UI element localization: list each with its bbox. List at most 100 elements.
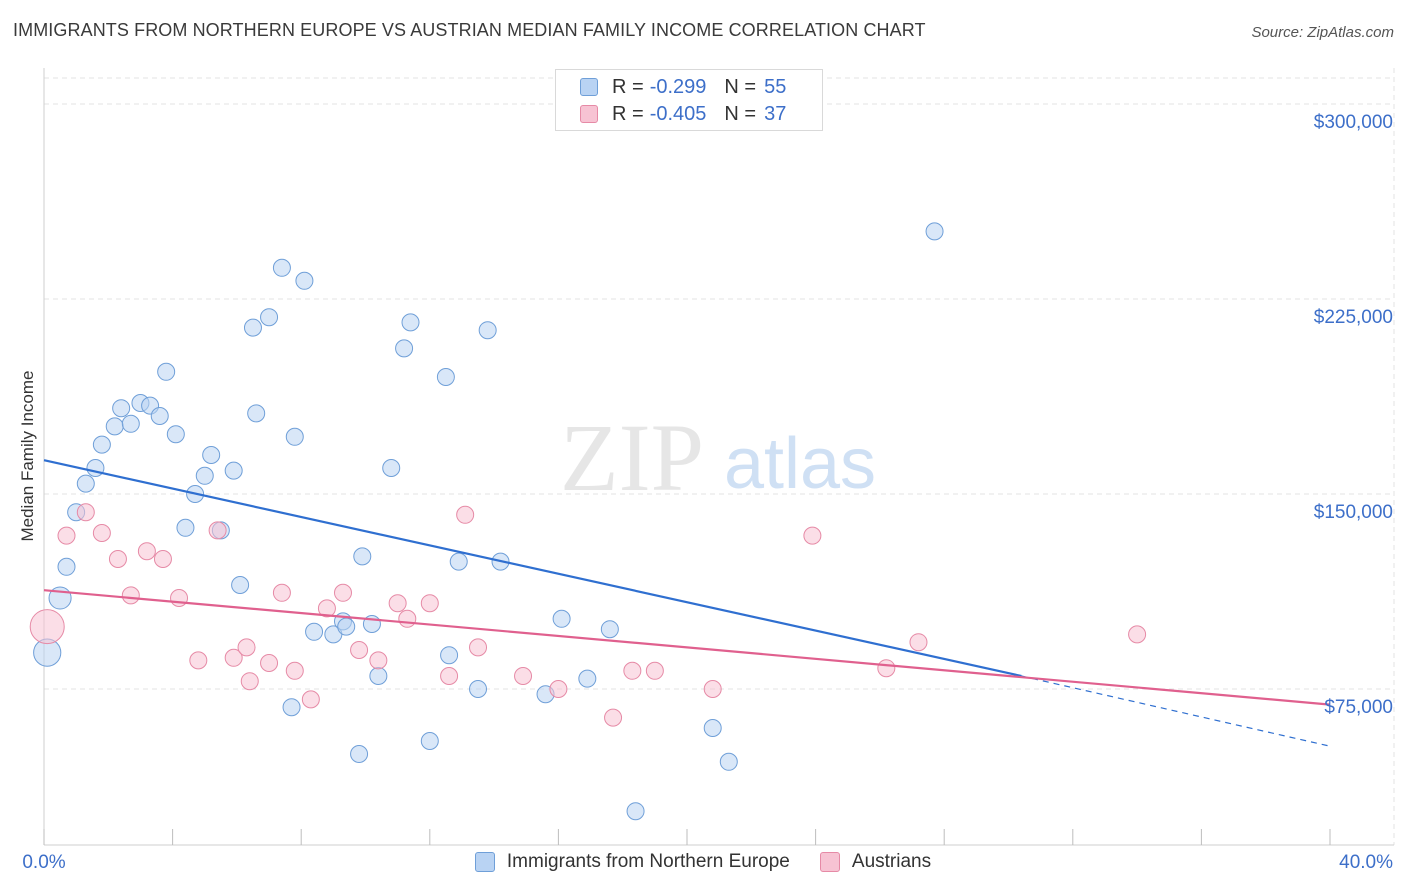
legend-n-value: 55 [764,75,787,98]
data-point-immigrants [440,646,459,665]
legend-swatch-pink [580,105,598,123]
chart-title: IMMIGRANTS FROM NORTHERN EUROPE VS AUSTR… [13,20,926,40]
data-point-immigrants [350,745,369,763]
data-point-immigrants [166,425,185,444]
legend-r-label: R = [612,75,644,98]
y-tick-label: $150,000 [1314,502,1393,523]
data-point-austrians [317,599,336,618]
data-point-immigrants [231,576,250,594]
data-point-immigrants [282,698,301,717]
y-tick-label: $75,000 [1324,697,1393,718]
data-point-immigrants [449,552,468,571]
legend-row-austrians: R = -0.405 N = 37 [580,102,786,126]
data-point-immigrants [925,222,944,241]
legend-swatch-blue [474,852,495,872]
data-point-austrians [623,661,642,680]
legend-n-label: N = [724,102,757,125]
data-point-austrians [224,648,243,667]
legend-n-value: 37 [764,102,787,125]
data-point-immigrants [305,622,324,641]
data-points [29,222,1147,821]
data-point-immigrants [436,368,455,386]
x-tick-label: 40.0% [1339,852,1393,873]
data-point-austrians [388,594,407,613]
x-tick-label: 0.0% [22,852,65,873]
data-point-immigrants [224,461,243,480]
data-point-austrians [1128,625,1147,644]
data-point-immigrants [295,271,314,290]
data-point-immigrants [76,474,95,493]
data-point-austrians [440,667,459,685]
legend-r-value: -0.299 [649,75,707,98]
y-axis-label: Median Family Income [18,370,37,542]
source-credit: Source: ZipAtlas.com [1251,24,1394,41]
tick-labels: $75,000 $150,000 $225,000 $300,000 0.0% 40.0% [22,112,1393,873]
legend-item-immigrants: Immigrants from Northern Europe [474,851,790,873]
data-point-immigrants [369,667,388,685]
data-point-immigrants [243,318,262,337]
trend-line-austrians [43,589,1331,706]
data-point-immigrants [92,435,111,454]
legend-label-austrians: Austrians [851,851,932,872]
trend-line-immigrants [43,459,1022,678]
trend-lines [43,459,1331,747]
data-point-austrians [170,589,189,607]
data-point-immigrants [703,719,722,737]
data-point-immigrants [469,680,488,698]
data-point-immigrants [626,802,645,821]
data-point-immigrants [176,518,195,537]
legend-n-label: N = [724,75,757,98]
legend-row-immigrants: R = -0.299 N = 55 [580,75,786,99]
data-point-austrians [549,680,568,698]
series-legend: Immigrants from Northern Europe Austrian… [0,851,1406,873]
watermark-atlas: atlas [724,424,876,504]
data-point-austrians [285,661,304,680]
data-point-austrians [153,550,172,568]
axes [43,68,1394,846]
stats-legend: R = -0.299 N = 55 R = -0.405 N = 37 [555,69,823,131]
data-point-austrians [514,667,533,685]
data-point-immigrants [195,466,214,485]
data-point-immigrants [112,399,131,418]
data-point-austrians [260,654,279,672]
data-point-austrians [240,672,259,691]
data-point-austrians [877,659,896,678]
data-point-immigrants [395,339,414,358]
data-point-austrians [398,609,417,628]
y-tick-label: $225,000 [1314,307,1393,328]
data-point-immigrants [260,308,279,327]
data-point-austrians [420,594,439,613]
data-point-austrians [208,521,227,540]
watermark-zip: ZIP [560,404,704,511]
data-point-austrians [803,526,822,545]
data-point-immigrants [57,557,76,576]
data-point-austrians [29,609,65,645]
data-point-austrians [333,583,352,602]
data-point-austrians [350,641,369,659]
legend-r-label: R = [612,102,644,125]
watermark: ZIP atlas [560,404,876,511]
data-point-austrians [703,680,722,698]
data-point-immigrants [285,427,304,446]
data-point-austrians [301,690,320,709]
data-point-immigrants [157,362,176,381]
data-point-immigrants [401,313,420,332]
data-point-austrians [645,661,664,680]
data-point-immigrants [105,417,124,436]
data-point-immigrants [337,617,356,636]
data-point-austrians [237,638,256,657]
data-point-austrians [92,524,111,542]
data-point-immigrants [202,446,221,464]
legend-swatch-blue [580,78,598,96]
data-point-immigrants [719,752,738,771]
data-point-austrians [76,503,95,522]
data-point-immigrants [382,459,401,477]
data-point-austrians [108,550,127,568]
data-point-austrians [909,633,928,652]
data-point-immigrants [600,620,619,639]
legend-swatch-pink [819,852,840,872]
legend-r-value: -0.405 [649,102,707,125]
data-point-austrians [57,526,76,545]
legend-label-immigrants: Immigrants from Northern Europe [506,851,790,872]
